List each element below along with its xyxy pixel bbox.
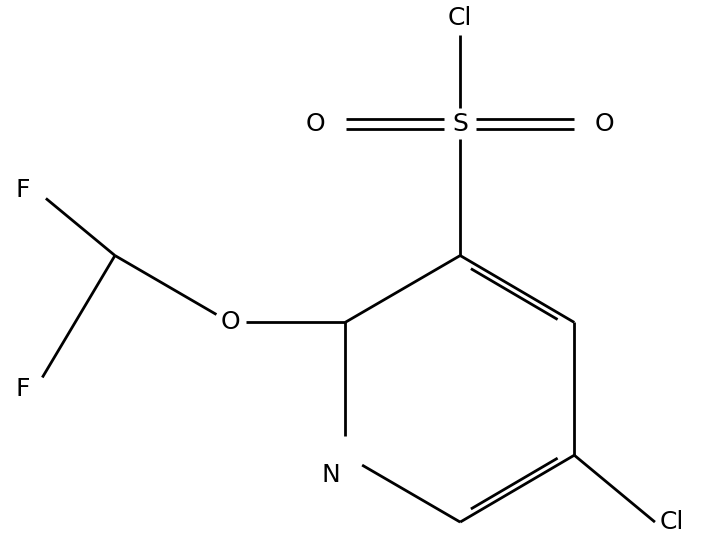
Text: O: O <box>220 310 240 335</box>
Text: Cl: Cl <box>448 6 472 30</box>
Text: Cl: Cl <box>660 510 684 534</box>
Text: F: F <box>16 178 30 201</box>
Text: S: S <box>452 112 468 136</box>
Text: O: O <box>595 112 615 136</box>
Text: N: N <box>322 463 340 487</box>
Text: O: O <box>306 112 325 136</box>
Text: F: F <box>16 378 30 401</box>
